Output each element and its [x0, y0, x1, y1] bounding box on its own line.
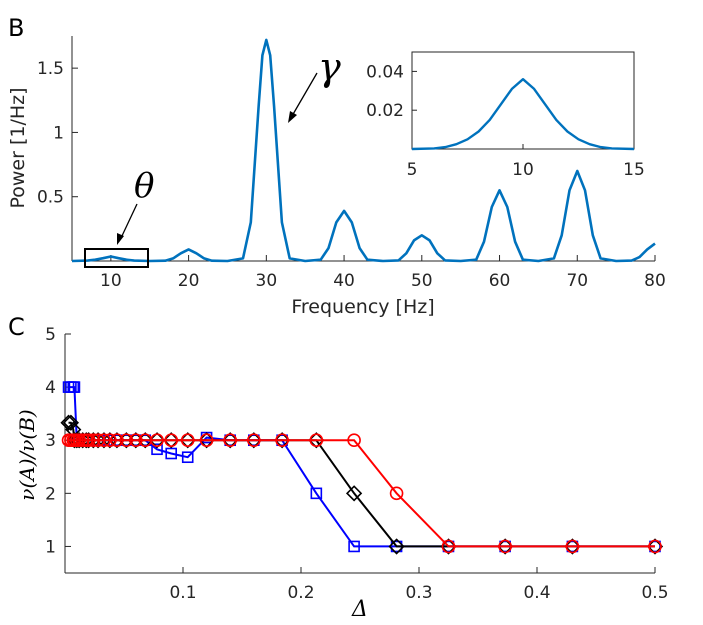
data-point-circle	[103, 433, 117, 448]
gamma-annotation: γ	[318, 45, 341, 89]
panel-c-x-label: Δ	[351, 597, 368, 622]
inset-spectrum-line	[411, 78, 635, 151]
panel-c-y-label: ν(A)/ν(B)	[15, 409, 39, 500]
inset-x-tick-label: 5	[407, 160, 418, 180]
inset-x-tick-label: 15	[623, 160, 645, 180]
data-point-circle	[275, 433, 289, 448]
panel-b-x-tick-label: 10	[100, 271, 122, 291]
inset-frame	[411, 51, 635, 150]
data-point-circle	[110, 433, 124, 448]
panel-c-x-tick-label: 0.5	[641, 583, 668, 603]
panel-b-y-label: Power [1/Hz]	[7, 87, 29, 208]
panel-c-x-tick-label: 0.4	[523, 583, 550, 603]
panel-c-x-tick-label: 0.1	[169, 583, 196, 603]
inset-y-tick-label: 0.04	[366, 62, 404, 82]
series-line-blue-squares	[68, 386, 655, 548]
data-point-square	[310, 487, 323, 500]
data-point-circle	[347, 433, 361, 448]
panel-c-y-tick-label: 2	[45, 484, 56, 504]
panel-b-x-ticks: 10 20 30 40 50 60 70 80	[100, 255, 666, 291]
data-point-circle	[97, 433, 111, 448]
panel-c-y-tick-label: 5	[45, 325, 56, 345]
data-point-circle	[498, 539, 512, 554]
theta-arrow	[120, 203, 138, 239]
data-point-diamond	[388, 538, 405, 555]
data-point-circle	[247, 433, 261, 448]
data-point-diamond	[345, 485, 363, 502]
panel-c-y-tick-label: 4	[45, 378, 56, 398]
panel-b-y-tick-label: 1.5	[37, 59, 64, 79]
panel-b-axes	[71, 36, 655, 262]
data-point-circle	[75, 433, 90, 448]
panel-b-x-tick-label: 70	[566, 271, 588, 291]
inset-y-tick-label: 0.02	[366, 101, 404, 121]
panel-b-y-tick-label: 0.5	[37, 188, 64, 208]
data-point-circle	[223, 433, 237, 448]
data-point-circle	[164, 433, 178, 448]
data-point-circle	[150, 433, 164, 448]
inset-x-ticks: 5 10 15	[407, 144, 645, 180]
data-point-circle	[81, 433, 96, 448]
data-point-circle	[441, 539, 456, 554]
data-point-square	[348, 540, 360, 553]
inset-y-ticks: 0.02 0.04	[366, 62, 417, 121]
gamma-arrowhead	[288, 111, 297, 123]
data-point-circle	[129, 433, 143, 448]
theta-annotation: θ	[134, 166, 154, 206]
theta-arrowhead	[117, 233, 124, 245]
theta-highlight-box	[84, 248, 149, 268]
panel-c-x-tick-label: 0.2	[287, 583, 314, 603]
data-point-circle	[565, 539, 580, 554]
data-point-circle	[72, 433, 86, 448]
panel-b-x-tick-label: 40	[333, 271, 355, 291]
data-point-circle	[309, 433, 324, 448]
panel-c-y-tick-label: 3	[45, 431, 56, 451]
panel-c-x-ticks: 0.1 0.2 0.3 0.4 0.5	[169, 567, 669, 603]
panel-c-series	[60, 381, 664, 555]
panel-b-x-label: Frequency [Hz]	[291, 296, 434, 318]
gamma-arrow	[291, 72, 318, 117]
series-blue-squares	[62, 381, 661, 553]
panel-b-label: B	[8, 14, 24, 42]
panel-b-y-tick-label: 1	[53, 123, 64, 143]
panel-c-x-tick-label: 0.3	[405, 583, 432, 603]
inset-x-tick-label: 10	[512, 160, 534, 180]
series-red-circles	[61, 433, 662, 554]
data-point-square	[165, 447, 177, 460]
series-line-black-diamonds	[68, 421, 655, 548]
power-spectrum-line	[71, 38, 656, 263]
data-point-square	[151, 443, 163, 456]
panel-c-axes	[64, 334, 655, 574]
data-point-circle	[119, 433, 134, 448]
data-point-diamond	[60, 414, 77, 431]
panel-b-x-tick-label: 50	[411, 271, 433, 291]
data-point-circle	[648, 539, 662, 554]
data-point-circle	[180, 433, 195, 448]
data-point-square	[181, 451, 194, 464]
data-point-circle	[389, 486, 404, 501]
panel-b-x-tick-label: 60	[489, 271, 511, 291]
panel-b-x-tick-label: 30	[256, 271, 278, 291]
data-point-circle	[199, 433, 214, 448]
data-point-square	[68, 381, 81, 393]
panel-b-x-tick-label: 80	[644, 271, 666, 291]
panel-b-x-tick-label: 20	[178, 271, 200, 291]
data-point-circle	[86, 433, 101, 448]
panel-c-y-tick-label: 1	[45, 537, 56, 557]
data-point-diamond	[62, 414, 80, 431]
panel-b-y-ticks: 0.5 1 1.5	[37, 59, 78, 208]
inset-axes	[411, 51, 635, 150]
panel-c-label: C	[8, 313, 25, 341]
